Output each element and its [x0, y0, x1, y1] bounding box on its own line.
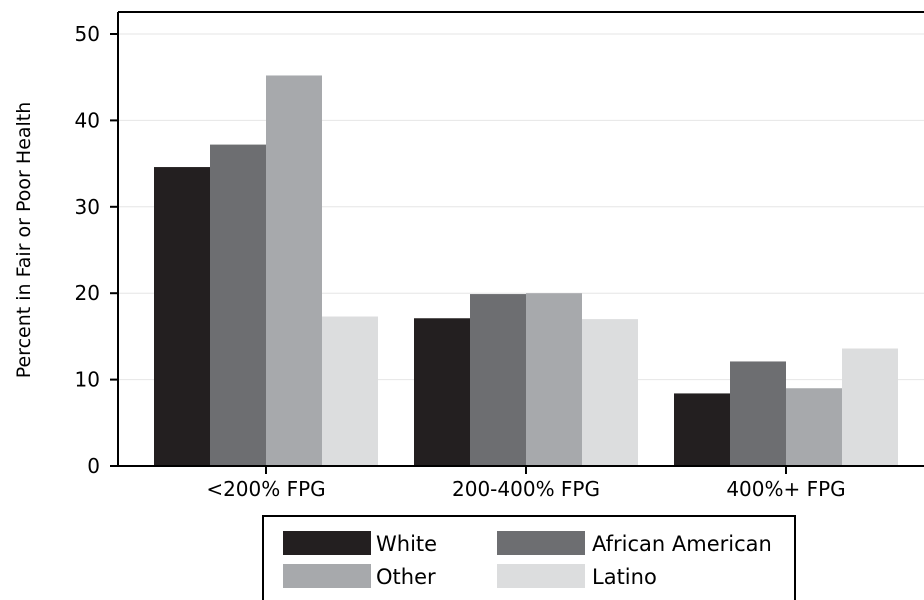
- bar-latino-0: [322, 316, 378, 466]
- x-tick-label: 200-400% FPG: [452, 477, 600, 501]
- legend-label-african-american: African American: [592, 532, 772, 556]
- legend-label-latino: Latino: [592, 565, 657, 589]
- bar-other-2: [786, 388, 842, 466]
- x-tick-label: <200% FPG: [206, 477, 325, 501]
- bar-other-0: [266, 75, 322, 467]
- y-tick-label: 50: [75, 22, 100, 46]
- legend-label-other: Other: [376, 565, 436, 589]
- bar-white-0: [154, 167, 210, 466]
- legend-label-white: White: [376, 532, 437, 556]
- x-ticks: <200% FPG 200-400% FPG 400%+ FPG: [206, 466, 846, 501]
- bar-white-2: [674, 393, 730, 466]
- bar-african-american-2: [730, 361, 786, 466]
- y-tick-label: 10: [75, 368, 100, 392]
- bars: [154, 75, 898, 467]
- bar-african-american-1: [470, 294, 526, 466]
- y-tick-label: 30: [75, 195, 100, 219]
- x-tick-label: 400%+ FPG: [726, 477, 845, 501]
- y-tick-label: 20: [75, 281, 100, 305]
- y-tick-label: 40: [75, 108, 100, 132]
- axes: [117, 11, 924, 467]
- bar-other-1: [526, 293, 582, 466]
- legend: White African American Other Latino: [262, 515, 796, 600]
- bar-latino-2: [842, 348, 898, 466]
- bar-african-american-0: [210, 144, 266, 467]
- legend-swatch-latino: [497, 564, 585, 588]
- legend-swatch-african-american: [497, 531, 585, 555]
- bar-white-1: [414, 318, 470, 466]
- legend-swatch-white: [283, 531, 371, 555]
- bar-latino-1: [582, 319, 638, 466]
- y-tick-label: 0: [87, 454, 100, 478]
- y-ticks: 0 10 20 30 40 50: [75, 22, 118, 478]
- legend-swatch-other: [283, 564, 371, 588]
- y-axis-title: Percent in Fair or Poor Health: [13, 102, 35, 379]
